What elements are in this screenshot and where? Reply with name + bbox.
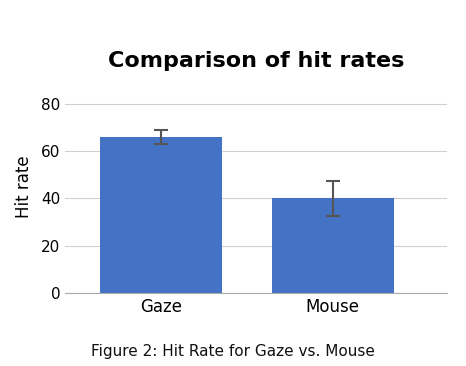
- Bar: [100, 137, 222, 293]
- Title: Comparison of hit rates: Comparison of hit rates: [108, 51, 404, 71]
- Text: Figure 2: Hit Rate for Gaze vs. Mouse: Figure 2: Hit Rate for Gaze vs. Mouse: [91, 344, 375, 359]
- Bar: [272, 198, 394, 293]
- Y-axis label: Hit rate: Hit rate: [14, 155, 33, 218]
